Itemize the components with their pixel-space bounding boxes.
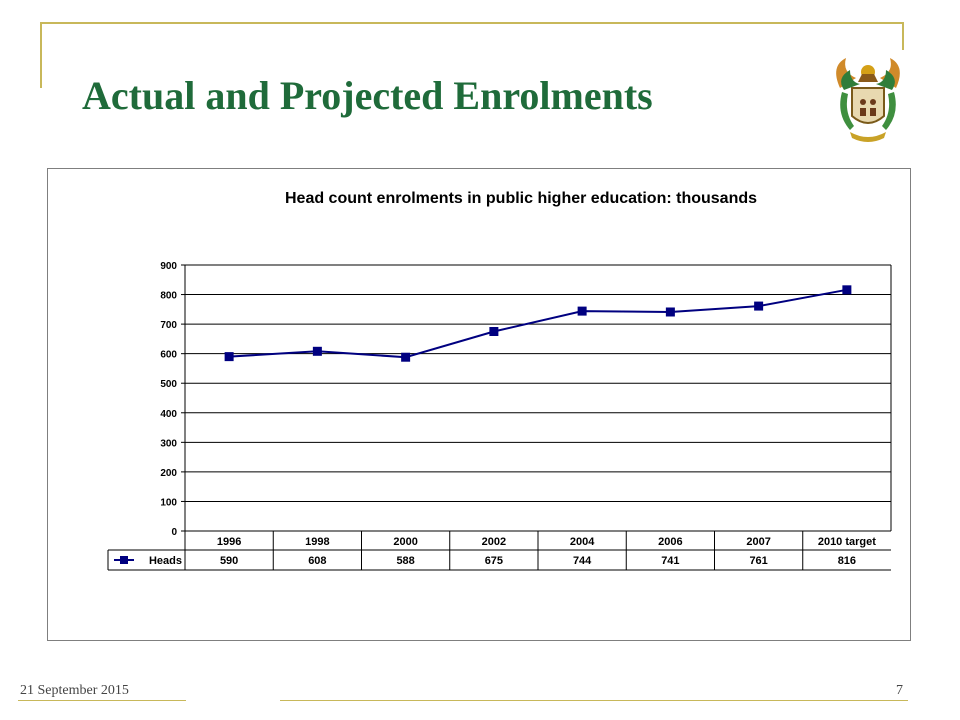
chart-container: Head count enrolments in public higher e… [47,168,911,641]
table-value-cell: 816 [838,555,856,567]
frame-line-top [40,22,904,24]
table-value-cell: 588 [396,555,414,567]
x-category-label: 2000 [393,536,417,548]
data-point-marker [489,327,499,336]
data-point-marker [312,346,322,356]
series-line [229,288,848,359]
x-category-label: 2007 [746,536,770,548]
y-tick-label: 300 [160,438,177,449]
data-point-marker [577,306,587,316]
x-category-label: 1996 [217,536,241,548]
x-category-label: 2006 [658,536,682,548]
y-tick-label: 100 [160,497,177,508]
data-point-marker [224,352,234,362]
table-value-cell: 675 [485,555,503,567]
legend-label: Heads [149,555,182,567]
footer-date: 21 September 2015 [20,683,129,698]
x-category-label: 2004 [570,536,595,548]
data-point-marker [842,285,852,295]
y-tick-label: 600 [160,350,177,361]
chart-title: Head count enrolments in public higher e… [285,190,757,207]
table-value-cell: 590 [220,555,238,567]
y-tick-label: 400 [160,409,177,420]
frame-line-left [40,22,42,88]
data-point-marker [754,301,764,311]
page-number: 7 [896,683,903,698]
legend-marker [120,556,128,564]
y-tick-label: 800 [160,291,177,302]
frame-line-right [902,22,904,50]
frame-line-bottom-right [280,700,908,701]
y-tick-label: 200 [160,468,177,479]
table-value-cell: 744 [573,555,592,567]
y-tick-label: 0 [171,527,177,538]
table-value-cell: 741 [661,555,679,567]
y-tick-label: 900 [160,261,177,272]
x-category-label: 2010 target [818,536,876,548]
data-point-marker [401,352,411,362]
x-category-label: 1998 [305,536,329,548]
frame-line-bottom-left [18,700,186,701]
y-tick-label: 700 [160,320,177,331]
table-value-cell: 761 [749,555,767,567]
x-category-label: 2002 [482,536,506,548]
slide-title: Actual and Projected Enrolments [82,73,653,118]
coat-of-arms-logo [836,58,900,142]
y-tick-label: 500 [160,379,177,390]
table-value-cell: 608 [308,555,326,567]
line-chart: Head count enrolments in public higher e… [107,190,892,571]
data-point-marker [665,307,675,317]
